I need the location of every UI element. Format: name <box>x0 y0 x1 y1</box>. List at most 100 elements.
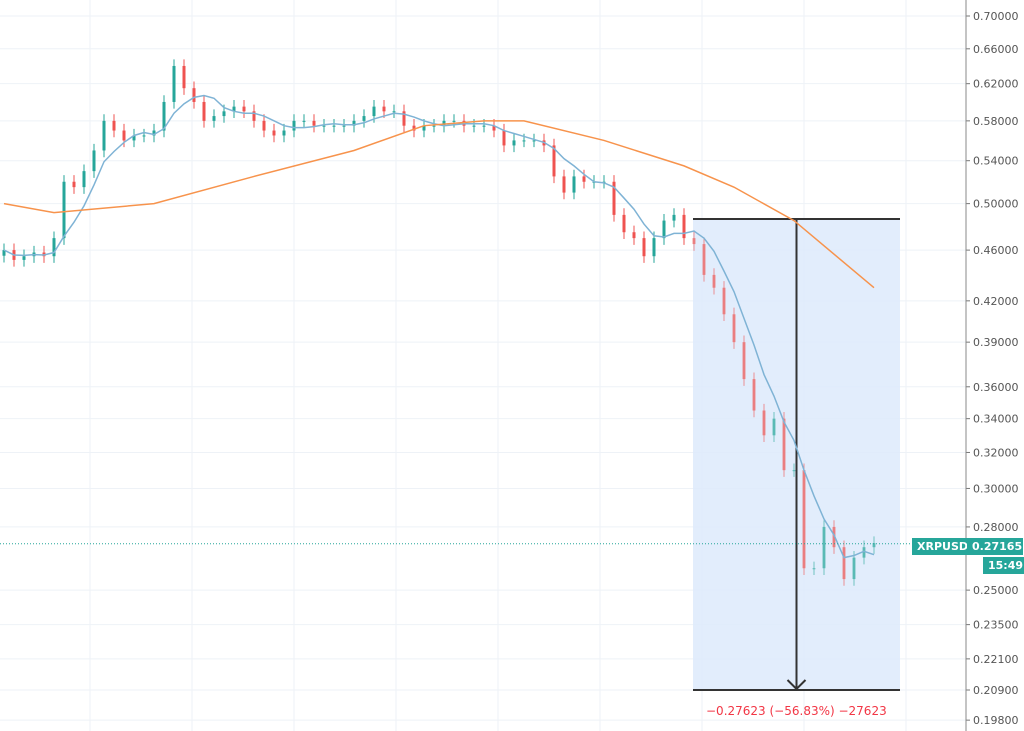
candle-body <box>512 140 516 146</box>
candle-body <box>732 314 736 343</box>
candle-body <box>742 342 746 380</box>
measure-arrow-head <box>786 679 807 691</box>
candle-body <box>772 418 776 436</box>
y-tick-label: 0.50000 <box>973 198 1019 211</box>
candle-body <box>452 120 456 122</box>
y-tick-label: 0.22100 <box>973 653 1019 666</box>
y-tick-label: 0.39000 <box>973 336 1019 349</box>
candle-body <box>582 176 586 182</box>
candle-body <box>302 120 306 122</box>
y-tick-label: 0.23500 <box>973 619 1019 632</box>
y-tick-label: 0.46000 <box>973 244 1019 257</box>
candle-body <box>272 130 276 136</box>
candle-body <box>372 106 376 117</box>
candle-body <box>142 135 146 137</box>
y-tick-label: 0.66000 <box>973 43 1019 56</box>
candle-body <box>362 116 366 121</box>
candle-body <box>392 111 396 113</box>
candle-body <box>522 140 526 142</box>
candle-body <box>822 526 826 569</box>
candle-body <box>442 120 446 126</box>
candle-body <box>332 125 336 127</box>
candle-body <box>662 220 666 239</box>
candle-body <box>232 106 236 112</box>
candle-body <box>72 181 76 188</box>
candle-body <box>812 568 816 570</box>
candle-body <box>382 106 386 112</box>
candle-body <box>322 125 326 127</box>
candle-body <box>862 547 866 558</box>
long-moving-average-line <box>3 120 875 289</box>
y-tick-label: 0.20900 <box>973 684 1019 697</box>
candle-body <box>92 150 96 172</box>
candle-body <box>572 176 576 193</box>
candle-body <box>842 547 846 580</box>
y-tick-label: 0.28000 <box>973 521 1019 534</box>
candle-body <box>832 526 836 548</box>
candle-body <box>62 181 66 239</box>
candle-body <box>192 88 196 102</box>
y-tick-label: 0.30000 <box>973 482 1019 495</box>
y-tick-label: 0.70000 <box>973 10 1019 23</box>
candle-body <box>2 250 6 256</box>
y-tick-label: 0.34000 <box>973 413 1019 426</box>
candle-body <box>672 214 676 221</box>
candle-body <box>22 256 26 260</box>
candle-body <box>172 65 176 102</box>
candle-body <box>312 120 316 126</box>
candle-body <box>52 238 56 257</box>
candle-body <box>342 125 346 127</box>
candle-body <box>402 111 406 126</box>
candle-body <box>202 101 206 121</box>
y-tick-label: 0.54000 <box>973 155 1019 168</box>
candle-body <box>622 214 626 233</box>
candle-body <box>852 557 856 580</box>
y-tick-label: 0.25000 <box>973 584 1019 597</box>
candle-body <box>502 130 506 146</box>
candle-body <box>532 140 536 142</box>
measure-label: −0.27623 (−56.83%) −27623 <box>706 704 887 718</box>
candle-body <box>632 232 636 239</box>
y-tick-label: 0.62000 <box>973 78 1019 91</box>
candle-body <box>212 116 216 121</box>
candle-body <box>122 130 126 141</box>
candle-body <box>412 125 416 131</box>
candle-body <box>82 171 86 188</box>
candle-body <box>762 410 766 436</box>
candle-body <box>112 120 116 131</box>
candle-body <box>102 120 106 151</box>
candle-body <box>782 418 786 471</box>
candle-body <box>552 145 556 177</box>
candle-body <box>792 470 796 472</box>
candle-body <box>692 238 696 245</box>
candle-body <box>222 111 226 117</box>
candle-body <box>702 244 706 275</box>
candle-body <box>682 214 686 239</box>
candle-body <box>752 379 756 411</box>
last-price-tag: 0.27165 <box>967 538 1023 555</box>
candle-body <box>262 120 266 131</box>
symbol-tag: XRPUSD <box>912 538 973 555</box>
candle-body <box>722 287 726 315</box>
candle-body <box>642 238 646 257</box>
y-tick-label: 0.32000 <box>973 446 1019 459</box>
candle-body <box>252 111 256 121</box>
y-tick-label: 0.19800 <box>973 714 1019 727</box>
candle-body <box>152 130 156 136</box>
y-tick-label: 0.36000 <box>973 381 1019 394</box>
candle-body <box>132 135 136 141</box>
candle-body <box>352 120 356 126</box>
candle-body <box>162 101 166 131</box>
candle-body <box>562 176 566 193</box>
candle-body <box>802 470 806 569</box>
candle-body <box>282 130 286 136</box>
candle-body <box>242 106 246 112</box>
candle-body <box>652 238 656 257</box>
candle-body <box>432 125 436 127</box>
bar-countdown-tag: 15:49 <box>983 557 1024 574</box>
candle-body <box>612 181 616 215</box>
candle-body <box>472 125 476 127</box>
y-tick-label: 0.58000 <box>973 115 1019 128</box>
candle-body <box>182 65 186 89</box>
